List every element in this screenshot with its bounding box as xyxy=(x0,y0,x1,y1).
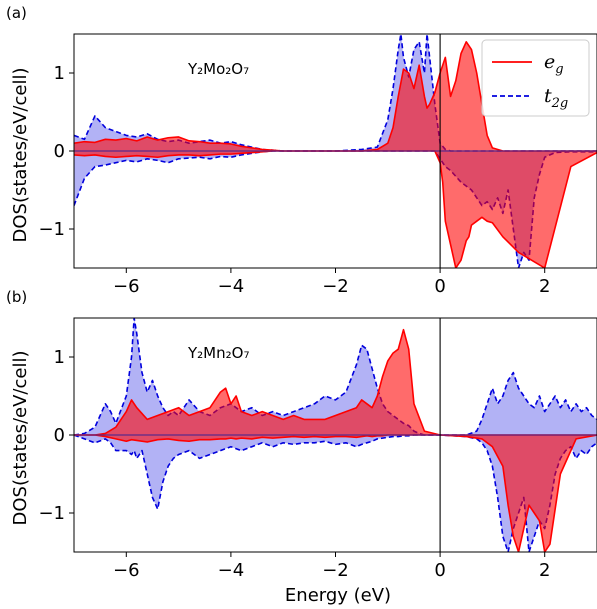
panel-b-eg-down-line xyxy=(74,434,597,552)
panel-b-plot-content xyxy=(74,318,597,552)
panel-a-plot-content xyxy=(74,34,597,268)
legend-label-eg: eg xyxy=(544,51,564,77)
panel-a-compound-annotation: Y₂Mo₂O₇ xyxy=(187,60,249,78)
panel-a-xtick-label: 0 xyxy=(434,276,445,297)
panel-a-xtick-label: 2 xyxy=(539,276,550,297)
y-axis-label-b: DOS(states/eV/cell) xyxy=(10,351,31,526)
panel-b-xtick-label: −4 xyxy=(218,560,245,581)
panel-b-label: (b) xyxy=(6,288,27,306)
panel-b-t2g-down-line xyxy=(74,434,597,552)
panel-a-eg-down-fill xyxy=(74,151,597,268)
panel-b-xtick-label: 0 xyxy=(434,560,445,581)
panel-b-ytick-label: 0 xyxy=(54,425,65,446)
panel-b-xtick-label: −2 xyxy=(322,560,349,581)
legend: eg t2g xyxy=(481,39,590,117)
panel-a: −6 −4 −2 0 2 −1 0 1 (a) Y₂Mo₂O₇ eg t2g xyxy=(6,4,597,297)
panel-b-compound-annotation: Y₂Mn₂O₇ xyxy=(187,344,249,362)
panel-a-ytick-label: 0 xyxy=(54,141,65,162)
panel-a-eg-up-fill xyxy=(74,41,597,151)
panel-b-ytick-label: −1 xyxy=(38,503,65,524)
panel-a-ytick-label: −1 xyxy=(38,219,65,240)
panel-b-xtick-label: −6 xyxy=(113,560,140,581)
panel-b-eg-down-fill xyxy=(74,435,597,552)
panel-b-eg-up-fill xyxy=(74,329,597,435)
panel-b-ytick-label: 1 xyxy=(54,347,65,368)
panel-b-t2g-up-line xyxy=(74,318,597,436)
panel-a-label: (a) xyxy=(6,4,27,22)
x-axis-label: Energy (eV) xyxy=(285,585,391,606)
panel-b-ticks: −6 −4 −2 0 2 −1 0 1 xyxy=(38,347,550,581)
panel-b-xtick-label: 2 xyxy=(539,560,550,581)
legend-box xyxy=(481,39,590,117)
panel-a-xtick-label: −2 xyxy=(322,276,349,297)
panel-a-ticks: −6 −4 −2 0 2 −1 0 1 xyxy=(38,63,550,297)
panel-a-xtick-label: −4 xyxy=(218,276,245,297)
legend-label-t2g: t2g xyxy=(544,85,568,111)
panel-a-eg-up-line xyxy=(74,41,597,152)
panel-a-xtick-label: −6 xyxy=(113,276,140,297)
panel-a-ytick-label: 1 xyxy=(54,63,65,84)
y-axis-label-a: DOS(states/eV/cell) xyxy=(10,68,31,243)
panel-b: −6 −4 −2 0 2 −1 0 1 (b) Y₂Mn₂O₇ xyxy=(6,288,597,581)
